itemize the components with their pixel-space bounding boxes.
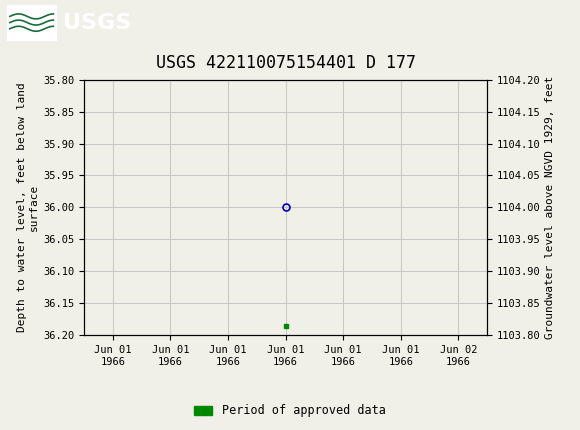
FancyBboxPatch shape [7, 6, 56, 40]
Text: USGS: USGS [63, 12, 131, 33]
Legend: Period of approved data: Period of approved data [190, 399, 390, 422]
Y-axis label: Depth to water level, feet below land
surface: Depth to water level, feet below land su… [17, 83, 39, 332]
Title: USGS 422110075154401 D 177: USGS 422110075154401 D 177 [155, 55, 416, 72]
Y-axis label: Groundwater level above NGVD 1929, feet: Groundwater level above NGVD 1929, feet [545, 76, 555, 339]
